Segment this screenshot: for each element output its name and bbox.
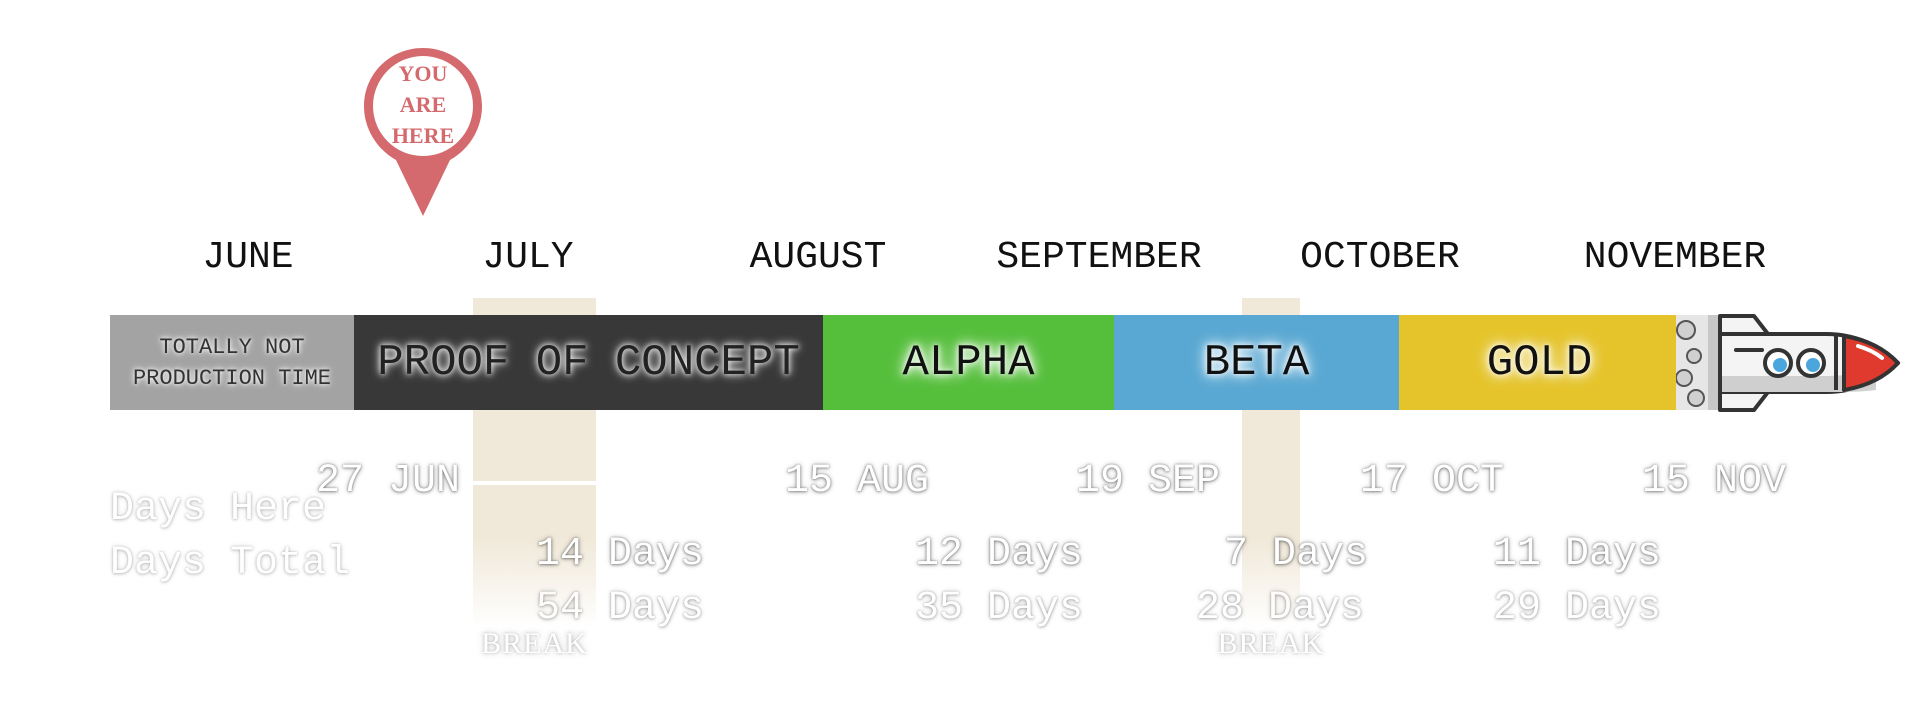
month-september: SEPTEMBER (996, 236, 1202, 279)
days-unit: Days (987, 532, 1084, 577)
date-month: OCT (1432, 459, 1505, 504)
days-total-gold: 29 Days (1445, 541, 1661, 631)
days-unit: Days (987, 586, 1084, 631)
days-number: 28 (1196, 586, 1245, 631)
month-october: OCTOBER (1300, 236, 1460, 279)
days-number: 35 (915, 586, 964, 631)
days-unit: Days (1272, 532, 1369, 577)
pin-line-are: ARE (399, 92, 447, 117)
pin-line-you: YOU (398, 61, 448, 86)
rocket-icon (1675, 306, 1902, 420)
phase-beta: BETA (1114, 315, 1399, 410)
days-total-beta: 28 Days (1148, 541, 1364, 631)
phase-proof-of-concept: PROOF OF CONCEPT (354, 315, 823, 410)
break-label-july: BREAK (481, 627, 588, 660)
days-number: 29 (1493, 586, 1542, 631)
phase-gold: GOLD (1399, 315, 1680, 410)
phase-production-time: TOTALLY NOT PRODUCTION TIME (110, 315, 354, 410)
month-june: JUNE (202, 236, 294, 279)
date-15-nov: 15 NOV (1594, 414, 1786, 504)
date-day: 15 (1642, 459, 1691, 504)
month-november: NOVEMBER (1583, 236, 1767, 279)
days-total-poc: 54 Days (488, 541, 704, 631)
days-total-alpha: 35 Days (867, 541, 1083, 631)
days-number: 54 (536, 586, 585, 631)
break-divider (473, 481, 596, 485)
days-here-poc: 14 Days (488, 487, 704, 577)
date-day: 17 (1360, 459, 1409, 504)
date-month: SEP (1148, 459, 1221, 504)
days-number: 14 (536, 532, 585, 577)
days-unit: Days (608, 586, 705, 631)
date-day: 15 (785, 459, 834, 504)
days-unit: Days (1565, 586, 1662, 631)
date-17-oct: 17 OCT (1312, 414, 1504, 504)
days-unit: Days (1268, 586, 1365, 631)
phase-alpha: ALPHA (823, 315, 1114, 410)
you-are-here-pin: YOU ARE HERE (362, 46, 484, 218)
label-days-total: Days Total (110, 541, 351, 586)
days-here-alpha: 12 Days (867, 487, 1083, 577)
date-month: AUG (857, 459, 930, 504)
date-month: NOV (1714, 459, 1787, 504)
date-month: JUN (388, 459, 461, 504)
break-label-october: BREAK (1217, 627, 1325, 660)
date-19-sep: 19 SEP (1028, 414, 1220, 504)
days-number: 12 (915, 532, 964, 577)
days-here-beta: 7 Days (1176, 487, 1368, 577)
month-july: JULY (482, 236, 574, 279)
date-day: 19 (1076, 459, 1125, 504)
date-day: 27 (316, 459, 365, 504)
date-27-jun: 27 JUN (268, 414, 460, 504)
days-here-gold: 11 Days (1445, 487, 1661, 577)
days-unit: Days (1565, 532, 1662, 577)
phase-production-line1: TOTALLY NOT (159, 334, 305, 360)
date-15-aug: 15 AUG (737, 414, 929, 504)
location-pin-icon (364, 48, 482, 216)
phase-production-line2: PRODUCTION TIME (132, 365, 332, 391)
days-number: 7 (1224, 532, 1249, 577)
month-august: AUGUST (749, 236, 887, 279)
days-number: 11 (1493, 532, 1542, 577)
label-days-here: Days Here (110, 487, 327, 532)
days-unit: Days (608, 532, 705, 577)
pin-line-here: HERE (391, 123, 455, 148)
